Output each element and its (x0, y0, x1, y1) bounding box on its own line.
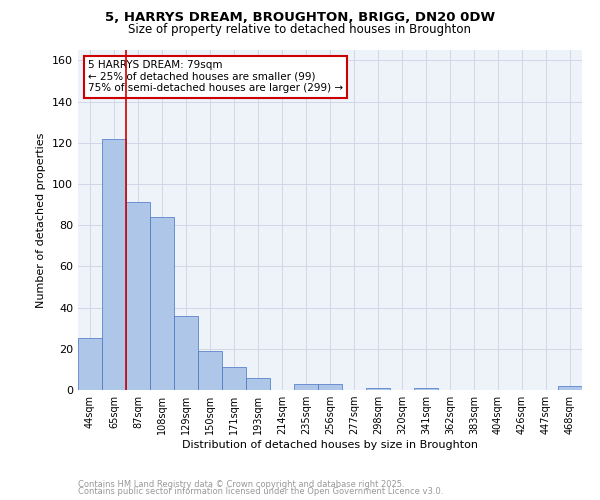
Text: 5, HARRYS DREAM, BROUGHTON, BRIGG, DN20 0DW: 5, HARRYS DREAM, BROUGHTON, BRIGG, DN20 … (105, 11, 495, 24)
Bar (414, 388, 438, 390)
Bar (150, 217, 174, 390)
Bar (366, 388, 390, 390)
Text: Size of property relative to detached houses in Broughton: Size of property relative to detached ho… (128, 22, 472, 36)
Bar (78, 338, 102, 390)
Bar (294, 384, 318, 390)
Bar (318, 384, 342, 390)
Bar (198, 351, 222, 390)
Text: Contains HM Land Registry data © Crown copyright and database right 2025.: Contains HM Land Registry data © Crown c… (78, 480, 404, 489)
Text: Contains public sector information licensed under the Open Government Licence v3: Contains public sector information licen… (78, 488, 443, 496)
Bar (558, 386, 582, 390)
X-axis label: Distribution of detached houses by size in Broughton: Distribution of detached houses by size … (182, 440, 478, 450)
Bar (222, 368, 246, 390)
Bar (102, 138, 126, 390)
Y-axis label: Number of detached properties: Number of detached properties (37, 132, 46, 308)
Bar (246, 378, 270, 390)
Bar (174, 316, 198, 390)
Bar (126, 202, 150, 390)
Text: 5 HARRYS DREAM: 79sqm
← 25% of detached houses are smaller (99)
75% of semi-deta: 5 HARRYS DREAM: 79sqm ← 25% of detached … (88, 60, 343, 94)
